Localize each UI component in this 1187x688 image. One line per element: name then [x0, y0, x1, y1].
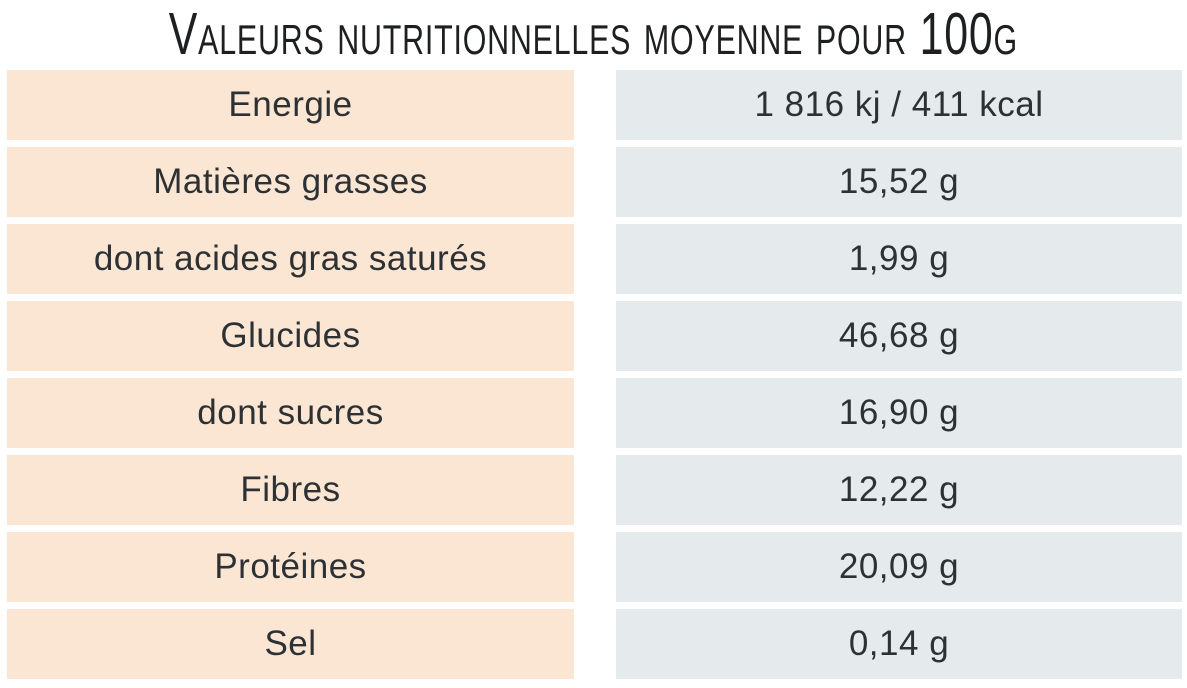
nutrient-value: 0,14 g	[616, 609, 1182, 679]
nutrient-label: Matières grasses	[7, 147, 574, 217]
page-title: Valeurs nutritionnelles moyenne pour 100…	[168, 0, 1019, 68]
nutrient-label: dont acides gras saturés	[7, 224, 574, 294]
nutrition-table: Energie 1 816 kj / 411 kcal Matières gra…	[7, 70, 1182, 679]
nutrient-label: Sel	[7, 609, 574, 679]
nutrient-label: Energie	[7, 70, 574, 140]
nutrient-value: 1,99 g	[616, 224, 1182, 294]
nutrient-value: 46,68 g	[616, 301, 1182, 371]
nutrient-label: Fibres	[7, 455, 574, 525]
nutrient-value: 20,09 g	[616, 532, 1182, 602]
nutrient-label: dont sucres	[7, 378, 574, 448]
nutrient-value: 1 816 kj / 411 kcal	[616, 70, 1182, 140]
nutrient-value: 16,90 g	[616, 378, 1182, 448]
nutrient-value: 15,52 g	[616, 147, 1182, 217]
nutrient-label: Protéines	[7, 532, 574, 602]
title-container: Valeurs nutritionnelles moyenne pour 100…	[0, 0, 1187, 68]
nutrient-label: Glucides	[7, 301, 574, 371]
nutrient-value: 12,22 g	[616, 455, 1182, 525]
